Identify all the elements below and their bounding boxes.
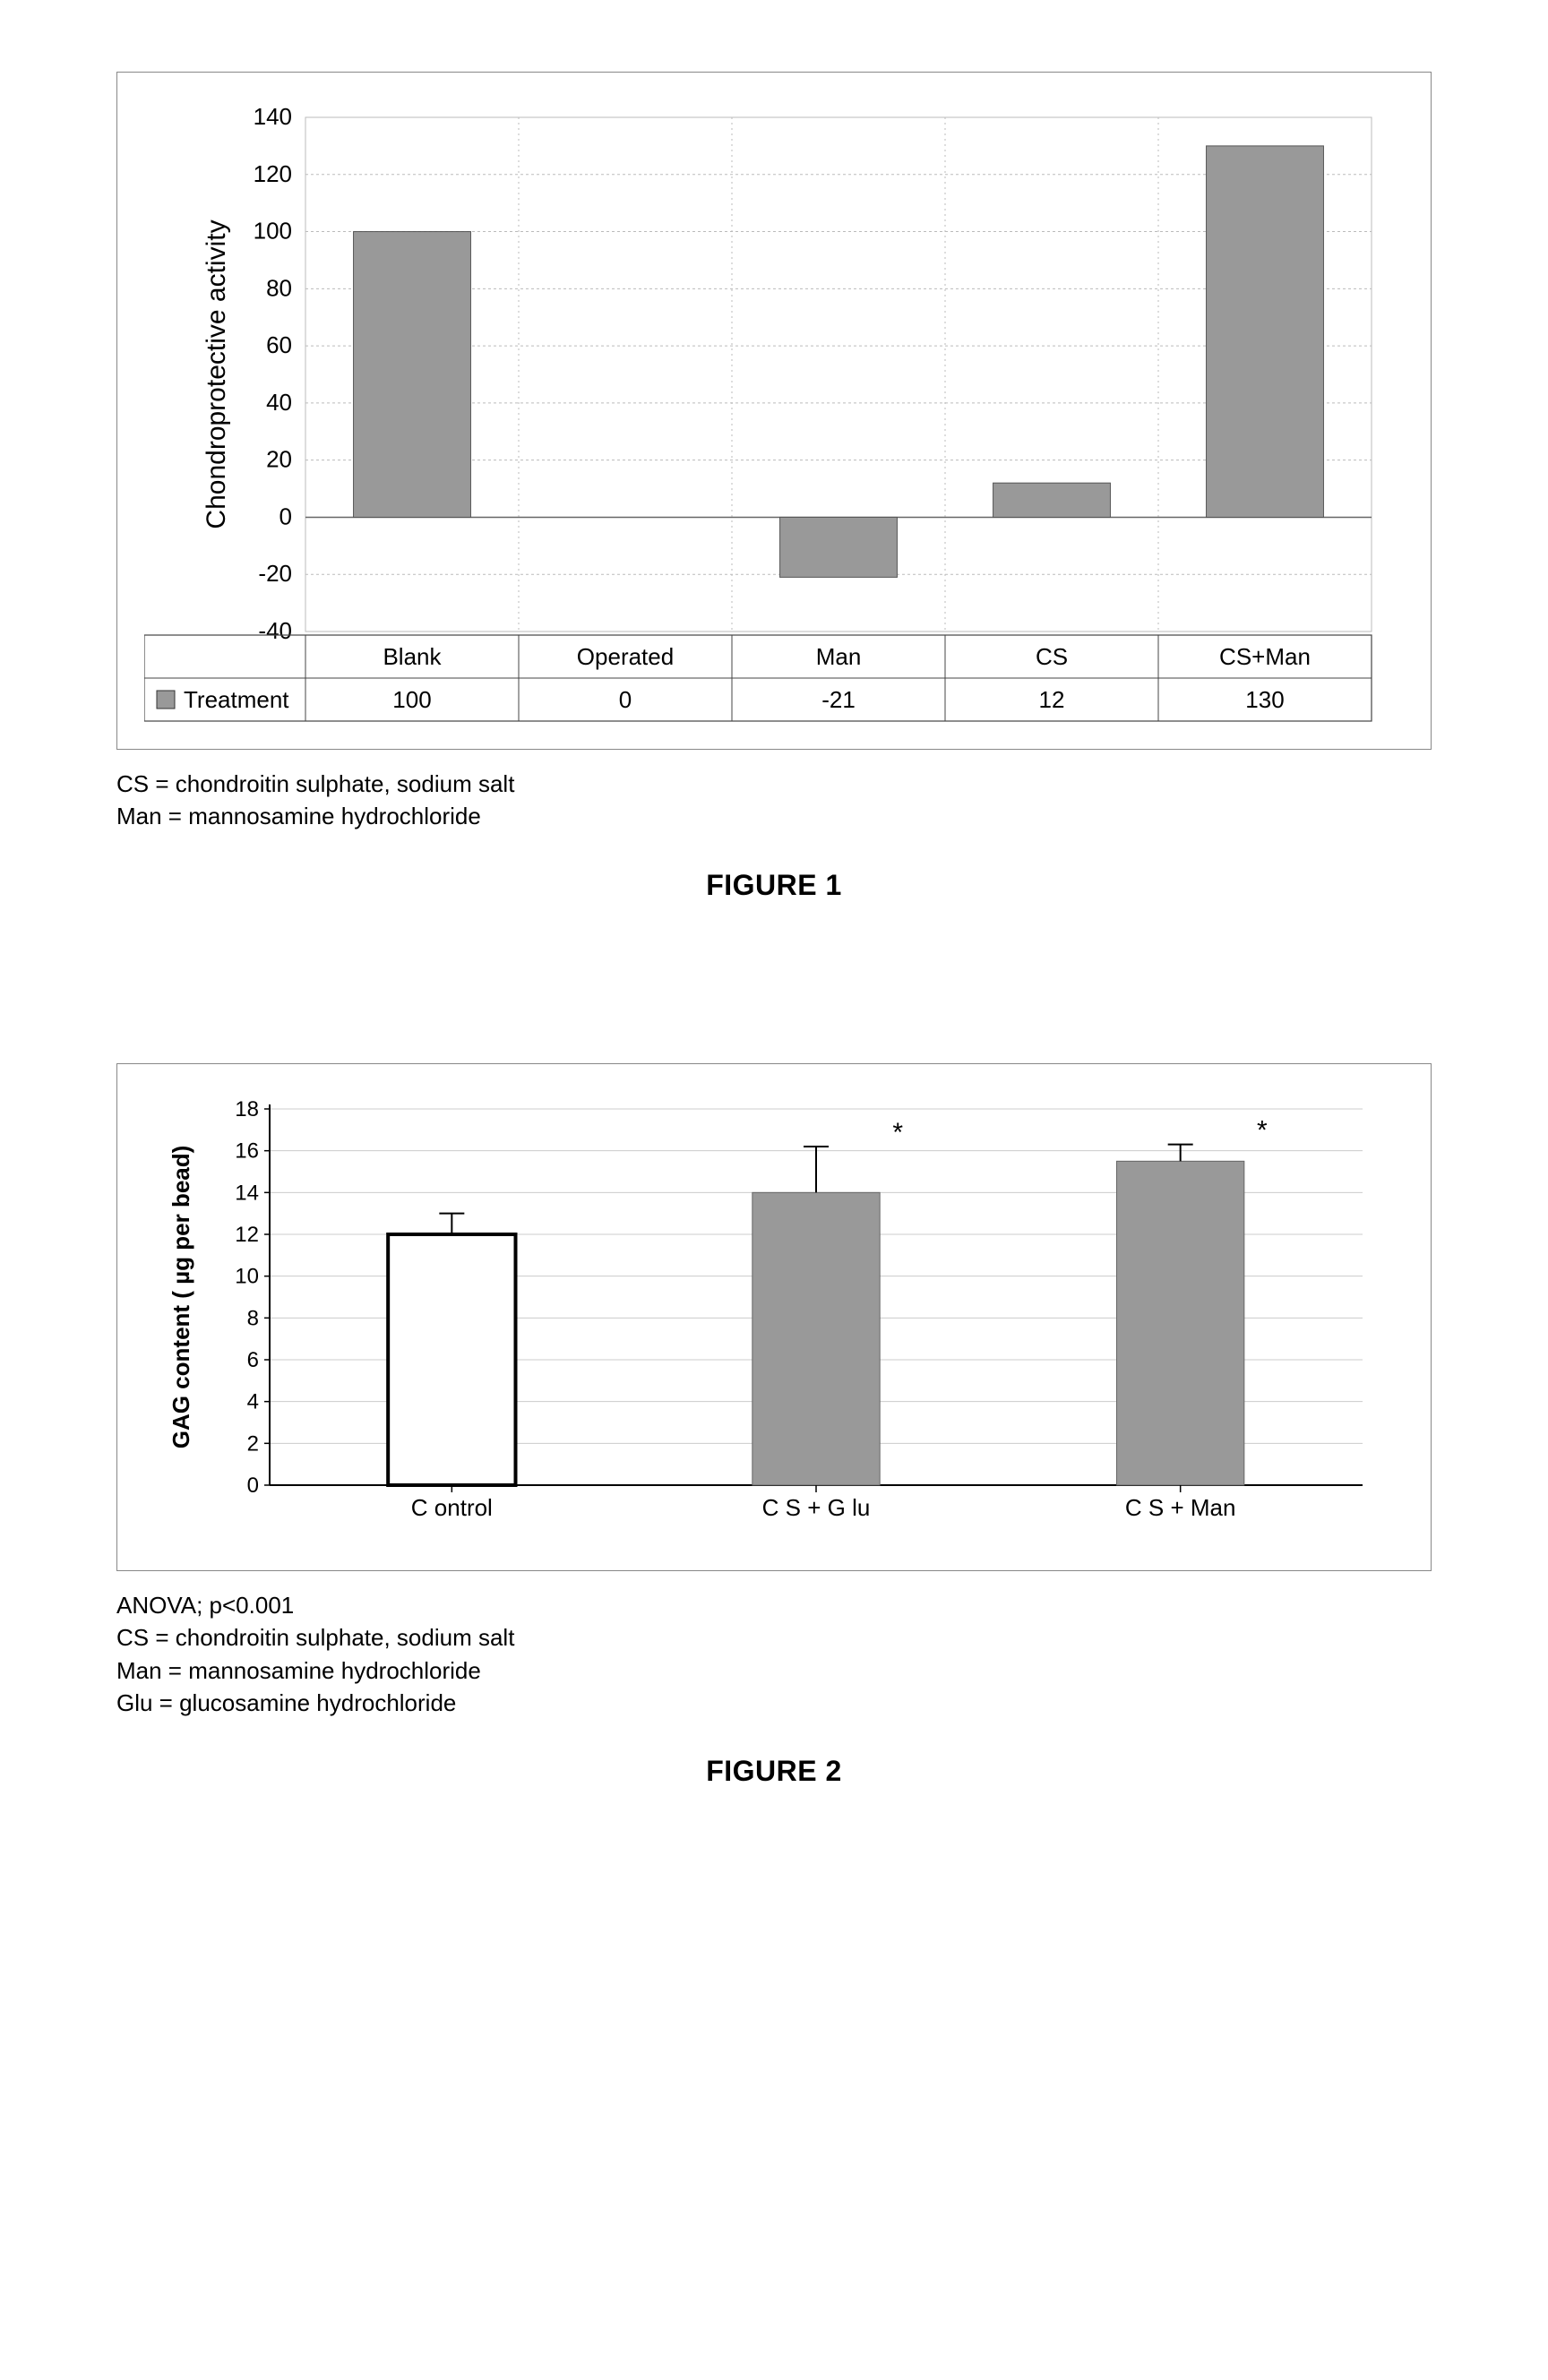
legend-line: Man = mannosamine hydrochloride xyxy=(116,800,1432,832)
legend-line: Glu = glucosamine hydrochloride xyxy=(116,1687,1432,1719)
bar xyxy=(354,232,471,518)
legend-line: CS = chondroitin sulphate, sodium salt xyxy=(116,768,1432,800)
significance-marker: * xyxy=(1257,1115,1268,1145)
svg-text:-40: -40 xyxy=(258,617,292,644)
svg-text:140: 140 xyxy=(254,103,292,130)
category-label: C ontrol xyxy=(411,1494,493,1521)
figure-1-block: -40-20020406080100120140Chondroprotectiv… xyxy=(116,72,1432,902)
svg-text:2: 2 xyxy=(247,1431,259,1456)
svg-text:-21: -21 xyxy=(821,686,856,713)
category-label: C S + Man xyxy=(1125,1494,1236,1521)
svg-text:Chondroprotective activity: Chondroprotective activity xyxy=(202,219,231,528)
svg-text:-20: -20 xyxy=(258,560,292,587)
bar xyxy=(1117,1161,1244,1485)
svg-text:10: 10 xyxy=(235,1264,259,1288)
svg-text:12: 12 xyxy=(1039,686,1065,713)
bar xyxy=(388,1234,515,1485)
svg-text:6: 6 xyxy=(247,1348,259,1372)
svg-text:0: 0 xyxy=(247,1474,259,1498)
svg-text:0: 0 xyxy=(280,503,292,529)
legend-line: Man = mannosamine hydrochloride xyxy=(116,1654,1432,1687)
legend-line: ANOVA; p<0.001 xyxy=(116,1589,1432,1621)
figure-1-caption: FIGURE 1 xyxy=(116,869,1432,902)
svg-text:80: 80 xyxy=(266,274,292,301)
svg-text:130: 130 xyxy=(1245,686,1284,713)
svg-text:14: 14 xyxy=(235,1181,259,1205)
svg-text:GAG content ( µg per bead): GAG content ( µg per bead) xyxy=(168,1146,194,1449)
svg-text:Man: Man xyxy=(816,643,862,670)
svg-text:4: 4 xyxy=(247,1389,259,1413)
svg-text:12: 12 xyxy=(235,1223,259,1247)
legend-swatch-icon xyxy=(157,691,175,709)
figure-2-frame: 0 2 4 6 8 10 12 14 16 18 C ontrol * C S + G lu * C S +… xyxy=(116,1063,1432,1571)
svg-text:100: 100 xyxy=(392,686,431,713)
series-label: Treatment xyxy=(184,686,289,713)
svg-text:CS+Man: CS+Man xyxy=(1219,643,1311,670)
svg-text:18: 18 xyxy=(235,1097,259,1121)
svg-text:16: 16 xyxy=(235,1138,259,1163)
svg-text:8: 8 xyxy=(247,1306,259,1330)
svg-text:100: 100 xyxy=(254,218,292,245)
figure-2-chart: 0 2 4 6 8 10 12 14 16 18 C ontrol * C S + G lu * C S +… xyxy=(144,1082,1398,1548)
svg-text:60: 60 xyxy=(266,331,292,358)
bar xyxy=(752,1192,880,1485)
bar xyxy=(780,517,898,577)
figure-1-chart: -40-20020406080100120140Chondroprotectiv… xyxy=(144,99,1398,726)
figure-2-legend-text: ANOVA; p<0.001CS = chondroitin sulphate,… xyxy=(116,1589,1432,1720)
svg-text:40: 40 xyxy=(266,389,292,416)
figure-2-caption: FIGURE 2 xyxy=(116,1755,1432,1788)
figure-1-frame: -40-20020406080100120140Chondroprotectiv… xyxy=(116,72,1432,750)
legend-line: CS = chondroitin sulphate, sodium salt xyxy=(116,1621,1432,1654)
bar xyxy=(993,483,1111,517)
svg-text:20: 20 xyxy=(266,446,292,473)
svg-text:120: 120 xyxy=(254,160,292,187)
bar xyxy=(1207,146,1324,518)
svg-text:Operated: Operated xyxy=(577,643,674,670)
significance-marker: * xyxy=(892,1118,903,1147)
figure-1-legend-text: CS = chondroitin sulphate, sodium saltMa… xyxy=(116,768,1432,833)
figure-2-block: 0 2 4 6 8 10 12 14 16 18 C ontrol * C S + G lu * C S +… xyxy=(116,1063,1432,1789)
category-label: C S + G lu xyxy=(762,1494,871,1521)
svg-text:Blank: Blank xyxy=(383,643,442,670)
svg-text:CS: CS xyxy=(1036,643,1068,670)
svg-text:0: 0 xyxy=(619,686,632,713)
